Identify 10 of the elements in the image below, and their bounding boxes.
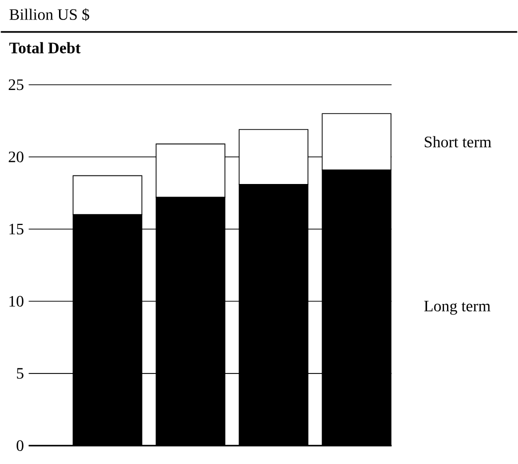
y-tick-label: 20 [8,152,24,163]
y-tick-label: 25 [8,80,24,90]
y-tick-label: 15 [9,224,24,235]
y-tick-label: 10 [9,296,24,307]
y-tick-label: 0 [16,440,24,452]
text: Long term [424,301,490,315]
y-axis-title: Billion US $ [10,8,90,22]
chart-title: Total Debt [9,42,81,54]
y-tick-label: 5 [16,368,24,379]
text: Short term [424,136,492,148]
